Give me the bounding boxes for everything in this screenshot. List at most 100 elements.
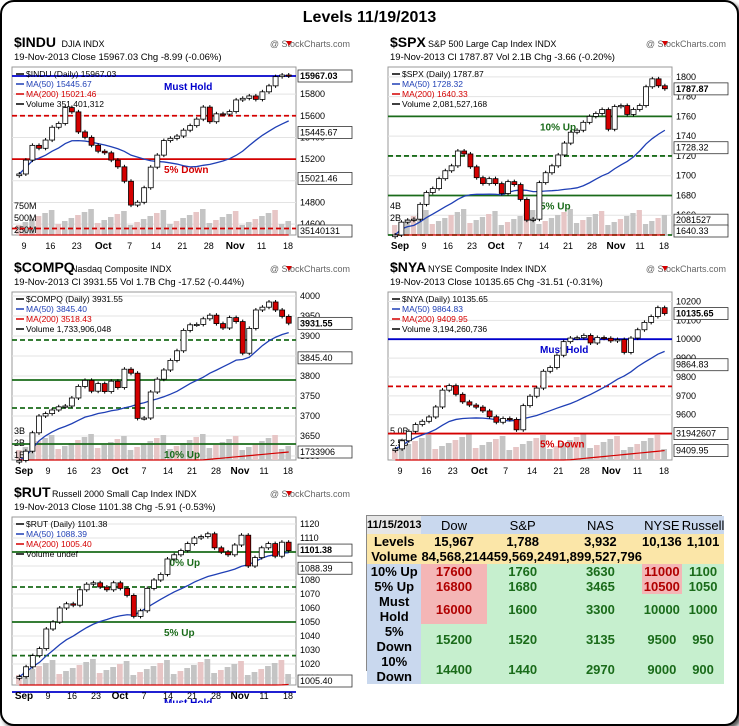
- candle-body: [70, 603, 77, 606]
- levels-table: 11/15/2013 Dow S&P NAS NYSE Russell Leve…: [366, 515, 725, 684]
- candle-body: [252, 309, 259, 329]
- volume-bar: [614, 436, 620, 460]
- volume-bar: [546, 449, 553, 460]
- candle-body: [446, 385, 453, 391]
- candle-body: [492, 178, 499, 185]
- volume-bar: [655, 218, 661, 235]
- candle-body: [520, 405, 527, 431]
- x-tick-label: Nov: [607, 241, 626, 252]
- volume-bar: [567, 209, 573, 235]
- x-tick-label: 21: [187, 466, 197, 476]
- candle-body: [523, 199, 530, 221]
- volume-bar: [134, 447, 140, 460]
- candle-body: [174, 350, 180, 361]
- candle-body: [204, 533, 211, 537]
- candle-body: [411, 218, 417, 221]
- candle-body: [55, 123, 62, 128]
- volume-bar: [624, 216, 630, 235]
- volume-bar: [519, 444, 526, 460]
- volume-bar: [186, 440, 193, 460]
- volume-bar: [417, 213, 423, 235]
- volume-bar: [611, 222, 617, 235]
- x-tick-label: 23: [91, 466, 101, 476]
- volume-bar: [127, 450, 134, 460]
- volume-bar: [239, 225, 245, 235]
- volume-bar: [42, 663, 49, 685]
- volume-bar: [140, 219, 147, 235]
- y-tick-label: 1020: [300, 659, 320, 669]
- x-tick-label: Nov: [231, 691, 250, 702]
- candle-body: [618, 105, 624, 108]
- price-tag-box: [673, 307, 729, 320]
- candle-body: [285, 316, 292, 324]
- volume-bar: [206, 448, 213, 460]
- price-tag: 9409.95: [676, 446, 709, 456]
- volume-bar: [108, 442, 114, 460]
- table-cell: 3135: [558, 624, 642, 654]
- candle-body: [226, 317, 233, 329]
- volume-bar: [217, 670, 224, 685]
- volume-bar: [654, 435, 661, 460]
- volume-bar: [272, 435, 278, 460]
- volume-bar: [607, 439, 614, 460]
- chart-nya: $NYA NYSE Composite Index INDX @ StockChar…: [386, 260, 730, 478]
- candle-body: [157, 574, 164, 581]
- volume-bar: [252, 219, 259, 235]
- price-tag-box: [673, 444, 729, 457]
- volume-bar: [94, 223, 101, 235]
- price-tag-box: [673, 224, 729, 238]
- level-label: 10% Up: [540, 122, 576, 133]
- x-tick-label: 11: [257, 241, 266, 251]
- volume-bar: [108, 217, 114, 235]
- y-tick-label: 1110: [300, 533, 319, 543]
- volume-bar: [116, 664, 123, 685]
- x-tick-label: 18: [283, 466, 293, 476]
- y-tick-label: 1050: [300, 617, 320, 627]
- volume-bar: [69, 668, 76, 685]
- volume-bar: [600, 442, 607, 460]
- volume-bar: [636, 210, 642, 235]
- candle-body: [233, 99, 240, 112]
- x-tick-label: 7: [503, 466, 508, 476]
- volume-bar: [432, 449, 439, 460]
- chart-svg: $INDU DJIA INDX @ StockCharts.com 19-Nov-20…: [11, 35, 353, 252]
- volume-bar: [147, 441, 153, 460]
- volume-bar: [285, 446, 291, 460]
- legend-entry: $INDU (Daily) 15967.03: [26, 69, 117, 79]
- volume-bar: [526, 441, 533, 460]
- x-tick-label: Oct: [95, 241, 112, 252]
- table-row: Must Hold 16000 1600 3300 10000 1000: [367, 594, 725, 624]
- volume-bar: [29, 669, 36, 685]
- x-tick-label: 28: [211, 466, 221, 476]
- candle-body: [574, 337, 581, 340]
- price-tag: 2081527: [676, 215, 711, 225]
- x-tick-label: 21: [563, 241, 573, 251]
- candle-body: [439, 389, 446, 408]
- table-cell: 10000: [641, 594, 682, 624]
- volume-bar: [398, 447, 405, 460]
- candle-body: [95, 144, 102, 152]
- candle-body: [432, 406, 439, 418]
- x-tick-label: 18: [659, 241, 669, 251]
- legend-entry: $RUT (Daily) 1101.38: [26, 519, 108, 529]
- price-tag: 15967.03: [300, 71, 338, 81]
- x-tick-label: Nov: [602, 466, 621, 477]
- volume-bar: [121, 436, 127, 460]
- candle-body: [285, 74, 292, 77]
- volume-bar: [251, 672, 258, 685]
- chart-spx: $SPX S&P 500 Large Cap Index INDX @ StockC…: [386, 35, 730, 253]
- candle-body: [29, 655, 36, 668]
- candle-body: [459, 393, 466, 403]
- table-row: 10% Up 17600 1760 3630 11000 1100: [367, 564, 725, 579]
- candle-body: [549, 165, 555, 174]
- candle-body: [661, 307, 668, 314]
- volume-tick-label: 4B: [390, 201, 401, 211]
- volume-bar: [173, 446, 180, 460]
- candle-body: [206, 314, 213, 320]
- candle-body: [473, 404, 480, 408]
- y-tick-label: 1040: [300, 631, 320, 641]
- chart-rut: $RUT Russell 2000 Small Cap Index INDX @ S…: [10, 485, 354, 703]
- volume-bar: [567, 440, 573, 460]
- volume-bar: [177, 671, 184, 685]
- volume-bar: [110, 667, 116, 685]
